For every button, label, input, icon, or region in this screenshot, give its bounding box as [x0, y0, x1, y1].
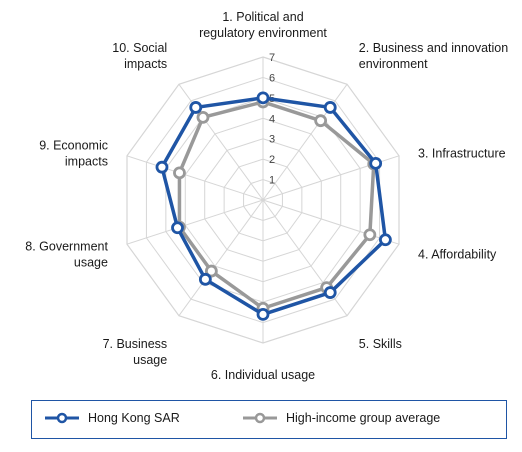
grid-spoke-8 [126, 199, 264, 245]
point-high-income-7 [204, 264, 218, 278]
tick-label-1: 1 [269, 175, 275, 187]
axis-label-8: 8. Government usage [25, 239, 108, 269]
tick-label-3: 3 [269, 134, 275, 146]
tick-label-2: 2 [269, 154, 275, 166]
legend-label-high-income: High-income group average [286, 411, 441, 425]
point-hong-kong-1 [256, 91, 270, 105]
grid-spoke-4 [262, 199, 400, 245]
legend-marker-hong-kong-icon [45, 412, 79, 424]
grid-spoke-9 [126, 155, 264, 201]
point-hong-kong-6 [256, 307, 270, 321]
legend: Hong Kong SAR High-income group average [31, 400, 507, 439]
point-hong-kong-2 [323, 101, 337, 114]
tick-label-7: 7 [269, 52, 275, 64]
point-hong-kong-9 [155, 160, 169, 174]
axis-label-5: 5. Skills [359, 337, 402, 351]
axis-label-2: 2. Business and innovation environment [359, 41, 508, 71]
axis-label-3: 3. Infrastructure [418, 147, 506, 161]
point-hong-kong-5 [323, 286, 337, 299]
series-line-hong-kong [160, 96, 388, 317]
tick-label-4: 4 [269, 113, 275, 125]
point-hong-kong-3 [369, 156, 383, 170]
legend-marker-high-income-icon [243, 412, 277, 424]
point-high-income-9 [173, 166, 186, 180]
axis-label-10: 10. Social impacts [112, 41, 167, 71]
radar-series [155, 91, 392, 321]
point-hong-kong-8 [171, 221, 184, 235]
point-hong-kong-10 [189, 101, 203, 114]
axis-label-9: 9. Economic impacts [39, 139, 108, 169]
point-high-income-10 [196, 110, 210, 124]
tick-label-6: 6 [269, 72, 275, 84]
legend-item-high-income: High-income group average [242, 411, 440, 425]
point-high-income-2 [314, 114, 328, 128]
axis-label-1: 1. Political and regulatory environment [199, 10, 327, 40]
point-hong-kong-7 [198, 272, 212, 286]
point-high-income-4 [363, 228, 377, 242]
axis-label-7: 7. Business usage [103, 337, 168, 367]
legend-label-hong-kong: Hong Kong SAR [88, 411, 180, 425]
axis-label-6: 6. Individual usage [211, 368, 315, 382]
axis-label-4: 4. Affordability [418, 247, 497, 261]
point-hong-kong-4 [379, 233, 392, 247]
legend-item-hong-kong: Hong Kong SAR [44, 411, 180, 425]
grid-spoke-7 [178, 199, 264, 316]
radar-axis-labels: 1. Political and regulatory environment 2.… [25, 10, 508, 382]
